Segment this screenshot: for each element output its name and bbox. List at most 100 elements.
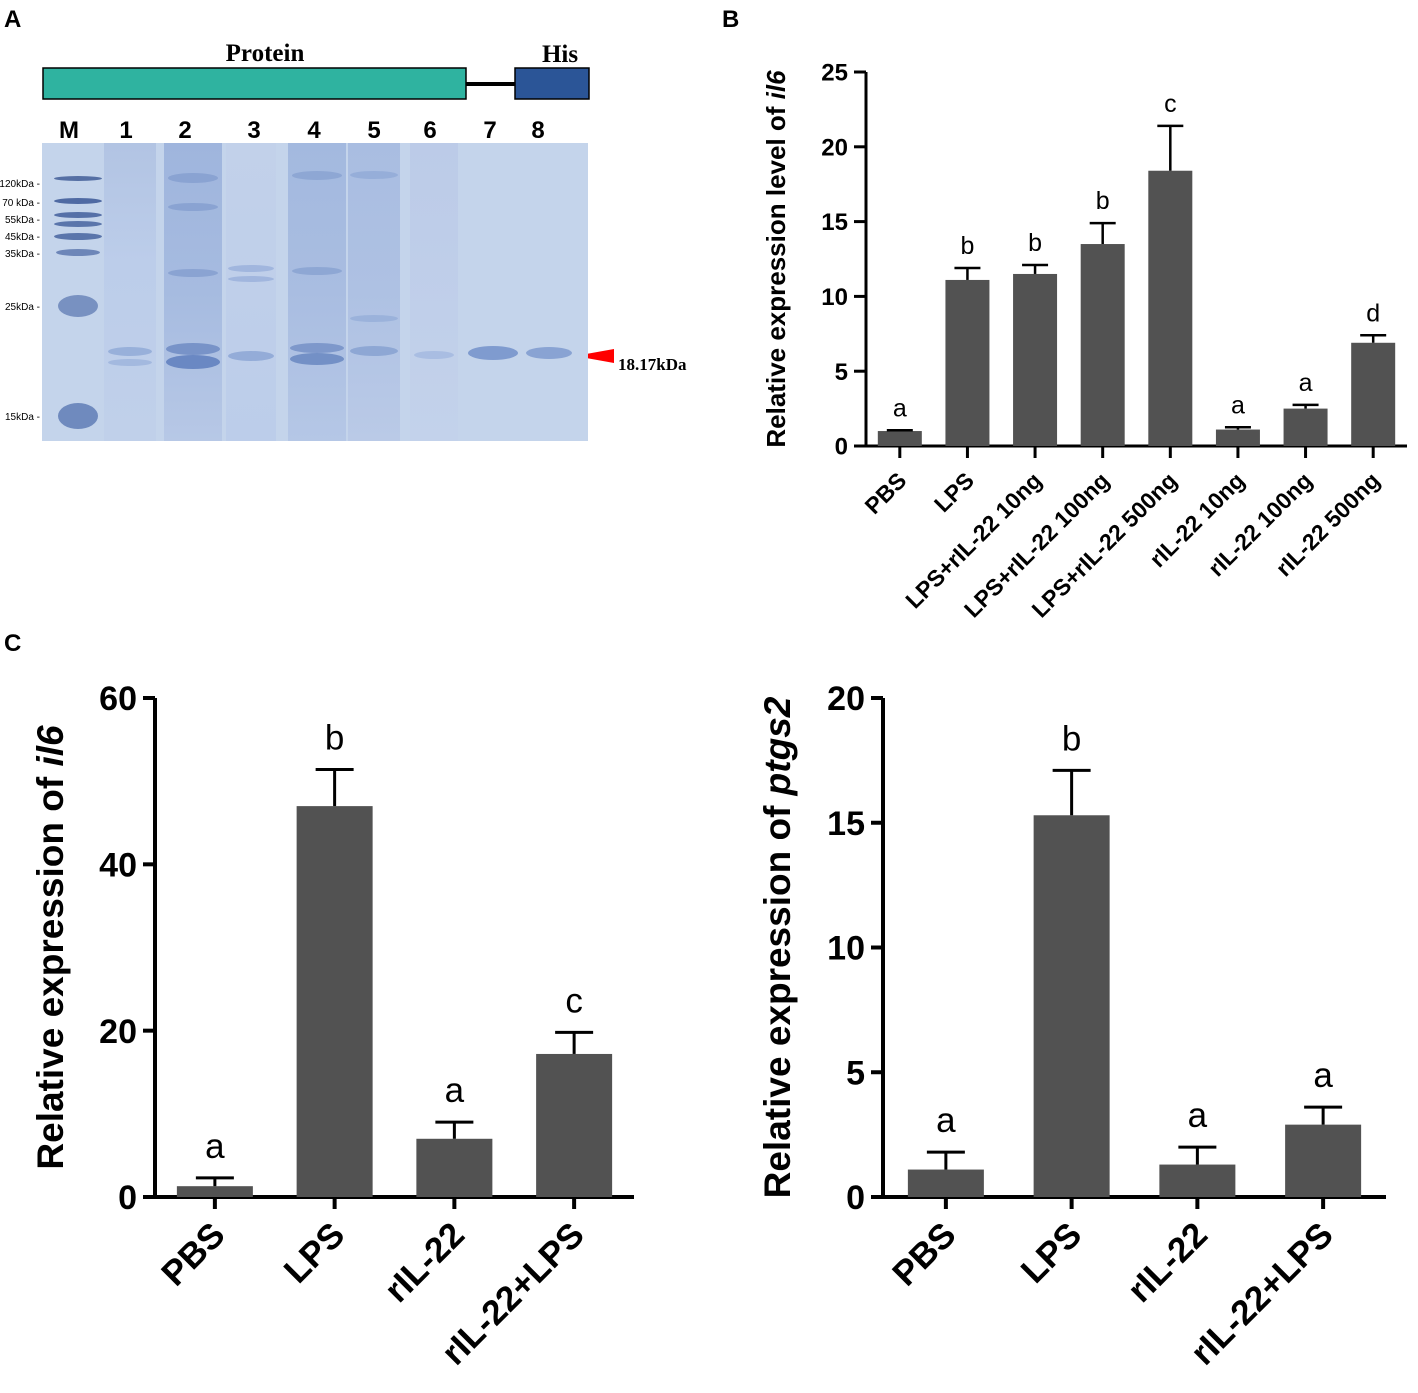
significance-letter: a [936,1101,956,1140]
gel-lane-2 [164,143,222,441]
gel-lane-6 [410,143,458,441]
y-axis-label-gene: il6 [761,70,791,99]
protein-domain [42,67,467,100]
y-tick-label: 5 [846,1054,865,1092]
category-label: rIL-22 100ng [1203,467,1317,581]
y-tick-label: 20 [821,134,848,161]
panel-label-c: C [4,630,22,657]
sds-page-gel [42,143,588,441]
significance-letter: a [445,1071,465,1110]
category-label: LPS+rIL-22 500ng [1027,467,1182,622]
marker-band [54,233,102,240]
marker-band [54,176,102,181]
category-label: rIL-22 [1120,1215,1215,1310]
y-axis-label: Relative expression of ptgs2 [757,696,798,1198]
y-tick-label: 25 [821,60,848,87]
protein-band [228,276,274,282]
y-tick-label: 10 [827,930,865,968]
y-tick-label: 5 [835,359,848,386]
bar [907,1169,984,1197]
y-axis-label-text: Relative expression of [757,795,798,1198]
protein-band [292,171,342,180]
significance-letter: a [893,394,907,422]
protein-band [168,173,218,183]
marker-labels: 120kDa - 70 kDa - 55kDa - 45kDa - 35kDa - 25k… [0,179,40,423]
category-label: LPS [277,1215,353,1291]
significance-letter: a [1313,1056,1333,1095]
y-tick-label: 60 [99,680,137,718]
protein-band [468,346,518,360]
gel-lane-8 [524,143,574,441]
significance-letter: d [1366,299,1380,327]
protein-band [350,171,398,179]
marker-band [54,212,102,218]
bar [1148,170,1193,446]
panel-label-a: A [4,6,22,33]
significance-letter: a [205,1127,225,1166]
y-axis-label-text: Relative expression of [30,767,71,1170]
y-tick-label: 20 [827,680,865,718]
marker-size-label: 25kDa - [5,302,40,313]
bar [945,279,990,446]
marker-band [58,295,98,317]
band-arrow [575,349,614,363]
significance-letter: a [1299,369,1313,397]
gel-lane-1 [104,143,156,441]
gel-lane-4 [288,143,346,441]
bar [1351,342,1396,446]
marker-band [58,403,98,429]
his-tag-domain [514,67,590,100]
y-tick-label: 10 [821,284,848,311]
significance-letter: b [1096,187,1110,215]
marker-size-label: 35kDa - [5,249,40,260]
marker-size-label: 45kDa - [5,232,40,243]
protein-label: Protein [226,40,305,67]
protein-band [414,351,454,359]
gel-lane-m [50,143,102,441]
category-label: rIL-22 500ng [1271,467,1385,581]
bar [1013,273,1058,446]
lane-labels: M 1 2 3 4 5 6 7 8 [59,117,545,144]
protein-band [350,315,398,322]
bar [1080,244,1125,446]
significance-letter: a [1188,1096,1208,1135]
gel-lane-7 [466,143,520,441]
lane-label: 5 [367,117,380,144]
marker-size-label: 55kDa - [5,215,40,226]
category-label: LPS+rIL-22 10ng [900,467,1046,613]
bar [1215,429,1260,446]
category-label: rIL-22+LPS [434,1215,592,1373]
lane-label: 1 [119,117,132,144]
significance-letter: b [1028,229,1042,257]
gel-lane-3 [226,143,276,441]
protein-band [166,355,220,369]
y-tick-label: 0 [846,1179,865,1217]
lane-label: 7 [483,117,496,144]
construct-diagram: Protein His M 1 2 3 4 5 6 7 8 120kDa - 70 kDa - 55… [0,40,687,423]
band-size-label: 18.17kDa [618,355,687,374]
protein-band [228,265,274,272]
lane-label: 6 [423,117,436,144]
marker-size-label: 120kDa - [0,179,40,190]
protein-band [168,203,218,211]
category-label: rIL-22 10ng [1144,467,1249,572]
lane-label: 8 [531,117,544,144]
protein-band [228,351,274,361]
y-tick-label: 15 [827,805,865,843]
bar [1033,815,1110,1197]
y-axis-label-gene: il6 [30,725,71,767]
category-label: PBS [154,1215,232,1293]
significance-letter: c [565,981,583,1020]
y-tick-label: 0 [118,1179,137,1217]
protein-band [168,269,218,277]
bar [536,1053,613,1197]
significance-letter: b [1062,719,1081,758]
protein-band [292,267,342,275]
panel-label-b: B [722,6,740,33]
bar [1285,1124,1362,1197]
bar [1283,408,1328,446]
bar [296,806,373,1197]
lane-label: 3 [247,117,260,144]
protein-band [108,347,152,356]
lane-label: M [59,117,79,144]
